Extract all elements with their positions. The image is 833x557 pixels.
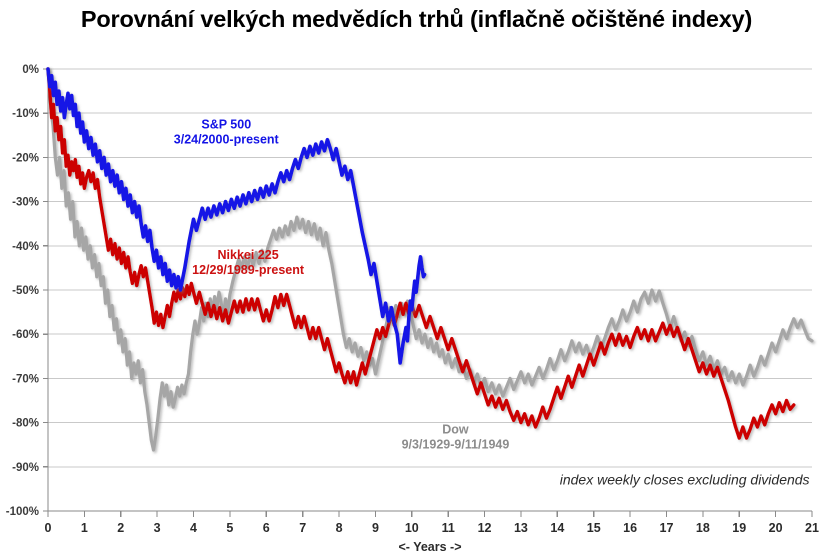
gridlines-group (47, 68, 812, 512)
x-tick-label: 12 (478, 521, 492, 535)
x-tick-label: 4 (190, 521, 197, 535)
x-tick-label: 16 (623, 521, 637, 535)
x-tick-label: 9 (372, 521, 379, 535)
y-tick-label: -10% (12, 108, 39, 120)
nikkei-label-line2: 12/29/1989-present (192, 263, 305, 277)
x-tick-label: 0 (45, 521, 52, 535)
y-tick-label: -70% (12, 373, 39, 385)
x-axis-title: <- Years -> (398, 540, 461, 554)
y-tick-label: -100% (6, 506, 39, 518)
x-tick-label: 2 (117, 521, 124, 535)
x-tick-label: 21 (805, 521, 819, 535)
x-tick-label: 13 (514, 521, 528, 535)
x-tick-label: 18 (696, 521, 710, 535)
chart-footnote: index weekly closes excluding dividends (560, 471, 810, 487)
sp500-label-line2: 3/24/2000-present (174, 133, 280, 147)
series-group (46, 67, 814, 452)
sp500-label: S&P 500 3/24/2000-present (174, 118, 280, 147)
x-tick-label: 5 (226, 521, 233, 535)
series-line-nikkei-225 (46, 67, 796, 440)
y-tick-label: -50% (12, 285, 39, 297)
y-axis-ticks-group: 0% -10% -20% -30% -40% -50% -60% -70% -80% -90% -1… (6, 64, 48, 518)
annotations-group: S&P 500 3/24/2000-present Nikkei 225 12/29/… (174, 118, 810, 488)
y-tick-label: -60% (12, 329, 39, 341)
y-tick-label: -40% (12, 241, 39, 253)
x-tick-label: 11 (442, 521, 455, 535)
x-tick-label: 6 (263, 521, 270, 535)
x-tick-label: 10 (405, 521, 419, 535)
y-tick-label: -20% (12, 152, 39, 164)
x-tick-label: 1 (81, 521, 88, 535)
x-tick-label: 20 (769, 521, 783, 535)
x-axis-ticks-group: 0 1 2 3 4 5 6 7 8 9 10 11 12 13 14 15 16 17 18 19 20 21 (45, 511, 819, 535)
x-tick-label: 8 (336, 521, 343, 535)
x-tick-label: 14 (550, 521, 564, 535)
nikkei-label-line1: Nikkei 225 (218, 248, 279, 262)
y-tick-label: 0% (22, 64, 39, 76)
dow-label-line1: Dow (442, 423, 469, 437)
sp500-label-line1: S&P 500 (201, 118, 251, 132)
y-tick-label: -30% (12, 197, 39, 209)
dow-label-line2: 9/3/1929-9/11/1949 (402, 438, 510, 452)
dow-label: Dow 9/3/1929-9/11/1949 (402, 423, 510, 452)
y-tick-label: -90% (12, 462, 39, 474)
y-tick-label: -80% (12, 418, 39, 430)
page-title: Porovnání velkých medvědích trhů (inflač… (80, 6, 753, 32)
nikkei-label: Nikkei 225 12/29/1989-present (192, 248, 305, 277)
series-line-s-p-500 (46, 67, 427, 365)
x-tick-label: 15 (587, 521, 601, 535)
x-tick-label: 3 (154, 521, 161, 535)
x-tick-label: 19 (732, 521, 746, 535)
x-tick-label: 17 (660, 521, 674, 535)
x-tick-label: 7 (299, 521, 306, 535)
series-line-dow (46, 67, 814, 452)
